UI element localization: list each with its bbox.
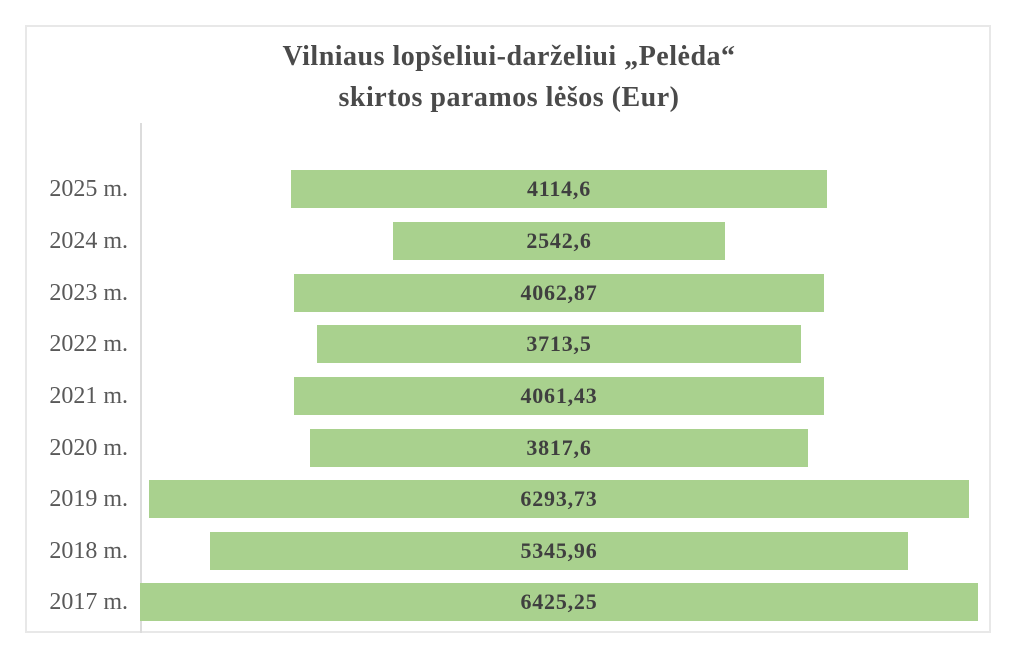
- bar-2023m: 4062,87: [294, 273, 824, 312]
- bar-2020m: 3817,6: [310, 428, 808, 467]
- bar-2019m: 6293,73: [148, 480, 970, 519]
- category-label: 2021 m.: [49, 382, 128, 409]
- bar-value-label: 2542,6: [526, 227, 592, 253]
- category-label: 2020 m.: [49, 434, 128, 461]
- chart-title-line-1: Vilniaus lopšeliui-darželiui „Pelėda“: [282, 41, 736, 72]
- bar-value-label: 6425,25: [520, 589, 598, 615]
- bar-2017m: 6425,25: [140, 583, 978, 622]
- chart-title: Vilniaus lopšeliui-darželiui „Pelėda“ sk…: [25, 36, 993, 118]
- bar-value-label: 3817,6: [526, 434, 592, 460]
- category-label: 2022 m.: [49, 331, 128, 358]
- bar-2018m: 5345,96: [210, 531, 908, 570]
- category-label: 2023 m.: [49, 279, 128, 306]
- category-label: 2019 m.: [49, 486, 128, 513]
- bar-value-label: 3713,5: [526, 331, 592, 357]
- category-label: 2018 m.: [49, 537, 128, 564]
- bar-value-label: 4062,87: [520, 279, 598, 305]
- category-label: 2017 m.: [49, 589, 128, 616]
- bar-value-label: 4061,43: [520, 382, 598, 408]
- bar-2021m: 4061,43: [294, 376, 824, 415]
- bar-value-label: 4114,6: [526, 176, 592, 202]
- bar-2022m: 3713,5: [316, 325, 802, 364]
- category-label: 2025 m.: [49, 176, 128, 203]
- bar-2025m: 4114,6: [290, 170, 828, 209]
- bar-value-label: 6293,73: [520, 486, 598, 512]
- chart-title-line-2: skirtos paramos lėšos (Eur): [338, 82, 680, 113]
- bar-2024m: 2542,6: [393, 221, 725, 260]
- y-axis-line: [140, 123, 142, 633]
- category-label: 2024 m.: [49, 227, 128, 254]
- bar-value-label: 5345,96: [520, 537, 598, 563]
